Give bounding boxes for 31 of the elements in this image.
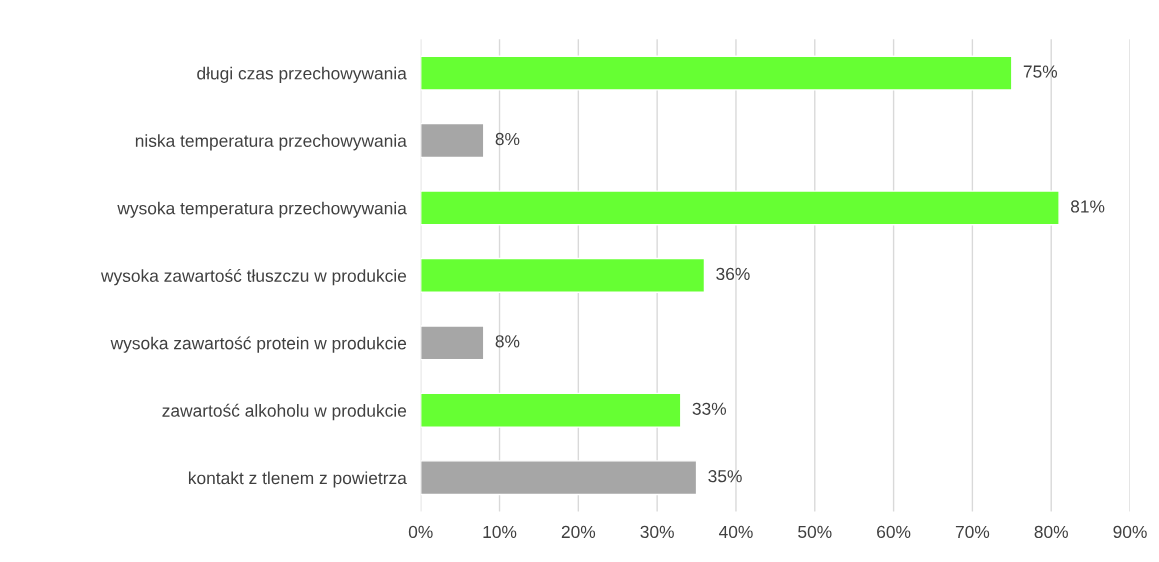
x-tick-label: 70%: [955, 525, 990, 539]
bar: [420, 392, 682, 428]
y-tick-label: wysoka zawartość tłuszczu w produkcie: [100, 268, 407, 286]
x-tick-label: 30%: [640, 525, 674, 539]
x-tick-label: 40%: [718, 525, 753, 539]
x-tick-label: 10%: [483, 525, 517, 539]
y-tick-label: długi czas przechowywania: [197, 66, 407, 83]
y-tick-label: wysoka zawartość protein w produkcie: [110, 336, 407, 353]
x-tick-label: 80%: [1034, 525, 1068, 539]
bar: [420, 325, 485, 361]
x-tick-label: 60%: [877, 525, 911, 539]
data-label: 75%: [1023, 65, 1058, 78]
x-tick-label: 0%: [408, 525, 433, 539]
y-tick-label: kontakt z tlenem z powietrza: [188, 471, 407, 488]
data-label: 81%: [1070, 200, 1105, 213]
bar: [420, 257, 706, 293]
y-tick-label: zawartość alkoholu w produkcie: [162, 403, 407, 421]
data-label: 8%: [495, 335, 520, 348]
x-tick-label: 50%: [798, 525, 832, 539]
data-label: 8%: [495, 132, 520, 146]
bar: [420, 55, 1013, 91]
bar: [420, 122, 485, 159]
data-label: 36%: [716, 267, 750, 281]
x-tick-label: 90%: [1113, 525, 1147, 539]
bar: [420, 190, 1060, 226]
x-tick-label: 20%: [561, 525, 596, 539]
data-label: 33%: [692, 402, 727, 415]
y-tick-label: niska temperatura przechowywania: [135, 134, 407, 151]
data-label: 35%: [708, 470, 742, 483]
bar: [420, 460, 698, 496]
y-tick-label: wysoka temperatura przechowywania: [117, 201, 407, 218]
